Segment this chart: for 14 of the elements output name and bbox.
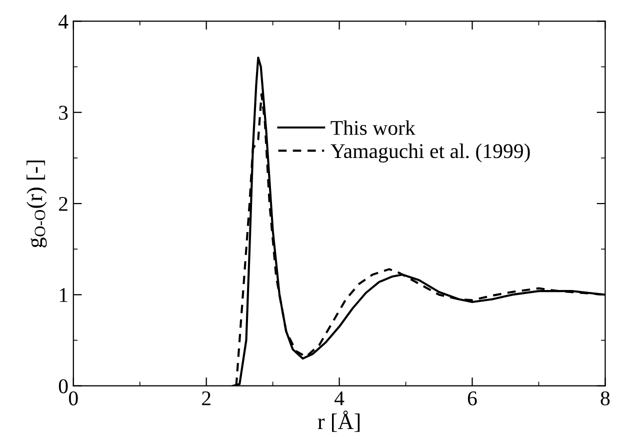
- x-axis-title: r [Å]: [318, 410, 360, 432]
- x-tick-label: 0: [68, 391, 78, 406]
- x-tick-label: 4: [334, 391, 344, 406]
- legend-label: This work: [330, 120, 416, 135]
- y-tick-label: 3: [59, 106, 68, 120]
- x-tick-label: 6: [468, 391, 477, 406]
- legend-label: Yamaguchi et al. (1999): [330, 144, 530, 162]
- x-tick-label: 8: [600, 391, 610, 406]
- x-tick-label: 2: [202, 391, 210, 406]
- y-tick-label: 1: [60, 288, 68, 302]
- y-tick-label: 0: [58, 379, 68, 394]
- y-tick-label: 4: [58, 14, 68, 28]
- y-tick-label: 2: [59, 196, 68, 211]
- y-axis-title: g$_{O-O}$(r) [-]: [26, 160, 47, 248]
